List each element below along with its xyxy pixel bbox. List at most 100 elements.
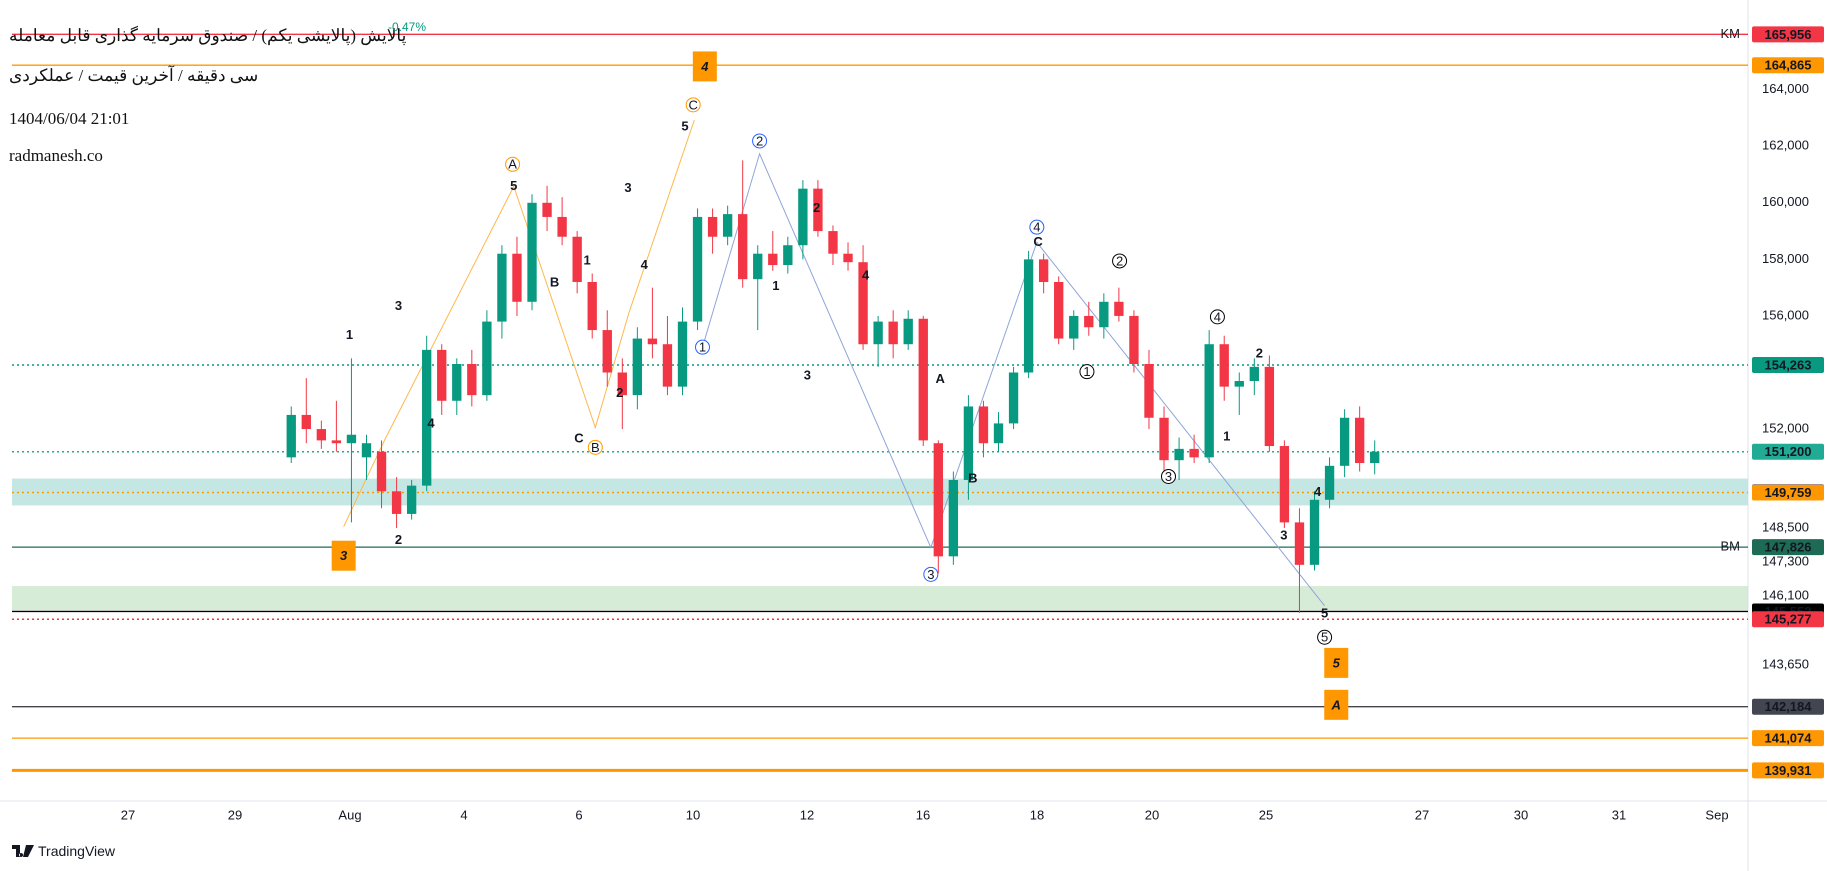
candle-body: [557, 216, 567, 237]
price-label: 139,931: [1765, 763, 1812, 778]
wave-circle: [685, 97, 701, 113]
wave-circle: [1029, 219, 1045, 235]
candle-body: [813, 188, 823, 232]
candle-body: [993, 423, 1004, 444]
candle-body: [406, 485, 417, 514]
y-tick-label: 147,300: [1762, 553, 1809, 568]
wave-label: 5: [1321, 605, 1328, 620]
candle-body: [482, 321, 492, 396]
wave-label: 2: [756, 133, 763, 148]
candle-body: [617, 372, 627, 396]
price-label-box: [1752, 357, 1824, 374]
price-label: 164,865: [1765, 58, 1812, 73]
price-label-box: [1752, 484, 1824, 501]
candle-body: [1249, 366, 1259, 381]
y-tick-label: 160,000: [1762, 194, 1809, 209]
chart-title: پالایش (پالایشی یکم) / صندوق سرمایه گذار…: [9, 26, 407, 45]
candle-body: [858, 262, 868, 345]
wave-circle: [1209, 309, 1225, 325]
x-tick-label: 25: [1259, 807, 1273, 822]
candle-body: [632, 338, 643, 396]
wave-label: 1: [346, 327, 353, 342]
x-tick-label: 6: [575, 807, 582, 822]
candle-body: [1144, 364, 1154, 418]
candle-body: [1324, 465, 1335, 500]
x-tick-label: 16: [916, 807, 930, 822]
candle-body: [376, 451, 387, 492]
wave-label: 3: [1280, 527, 1287, 542]
wave-label: 1: [1083, 364, 1090, 379]
candle-body: [361, 443, 372, 458]
wave-label: B: [591, 440, 600, 455]
candle-body: [542, 202, 552, 217]
price-label-box: [1752, 730, 1824, 747]
chart-subtitle: سی دقیقه / آخرین قیمت / عملکردی: [9, 66, 259, 85]
y-tick-label: 162,000: [1762, 138, 1809, 153]
candle-body: [903, 318, 913, 345]
wave-circle: [752, 133, 768, 149]
candle-body: [497, 253, 507, 322]
wave-circle: [923, 566, 939, 582]
candle-body: [527, 202, 537, 302]
candle-body: [1370, 451, 1380, 464]
y-tick-label: 152,000: [1762, 421, 1809, 436]
wave-label: 4: [1033, 220, 1040, 235]
candle-body: [1038, 259, 1049, 282]
wave-circle: [505, 156, 521, 172]
wave-label: 3: [804, 368, 811, 383]
candle-body: [391, 491, 402, 514]
wave-label: 2: [616, 385, 623, 400]
wave-label: 4: [427, 415, 435, 430]
candle-body: [452, 364, 462, 401]
wave-box: [1324, 647, 1349, 678]
wave-label: 4: [1314, 484, 1322, 499]
wave-circle: [1317, 629, 1333, 645]
timestamp: 1404/06/04 21:01: [9, 109, 130, 128]
y-tick-label: 148,500: [1762, 519, 1809, 534]
wave-label: 4: [1214, 309, 1221, 324]
x-tick-label: 31: [1612, 807, 1626, 822]
candle-body: [843, 253, 853, 263]
wave-box: [1324, 689, 1349, 720]
candle-body: [647, 338, 658, 345]
candle-body: [286, 414, 296, 458]
candle-body: [316, 429, 327, 441]
wave-label: B: [550, 275, 559, 290]
price-label: 165,956: [1765, 27, 1812, 42]
price-label: 142,184: [1765, 699, 1813, 714]
candle-body: [587, 281, 597, 331]
candle-body: [828, 231, 838, 254]
wave-label: 3: [927, 567, 934, 582]
candle-body: [422, 349, 432, 486]
candle-body: [1189, 448, 1199, 458]
brand-text: TradingView: [38, 843, 116, 859]
candle-body: [572, 236, 582, 282]
price-change: -0.47%: [388, 20, 427, 34]
candle-body: [1264, 366, 1275, 447]
candle-body: [978, 406, 989, 444]
candle-body: [1174, 448, 1184, 461]
brand: TradingView: [12, 843, 115, 859]
x-tick-label: Aug: [338, 807, 361, 822]
zone: [12, 586, 1748, 611]
candle-body: [1084, 315, 1094, 328]
candle-body: [1354, 417, 1365, 464]
wave-label: 5: [1333, 655, 1341, 670]
candle-body: [1069, 315, 1079, 339]
wave-circle: [1160, 468, 1176, 484]
wave-label: 1: [699, 340, 706, 355]
wave-label: 1: [772, 278, 779, 293]
candle-body: [707, 216, 718, 237]
wave-box: [331, 540, 356, 571]
wave-label: 3: [340, 548, 348, 563]
price-label-box: [1752, 443, 1824, 460]
price-label: 147,826: [1765, 540, 1812, 555]
price-label-box: [1752, 26, 1824, 43]
wave-label: 1: [584, 252, 591, 267]
y-tick-label: 156,000: [1762, 307, 1809, 322]
wave-circle: [587, 439, 603, 455]
wave-label: 4: [641, 257, 649, 272]
candle-body: [692, 216, 703, 322]
wave-label: 4: [862, 268, 870, 283]
candle-body: [662, 344, 673, 387]
